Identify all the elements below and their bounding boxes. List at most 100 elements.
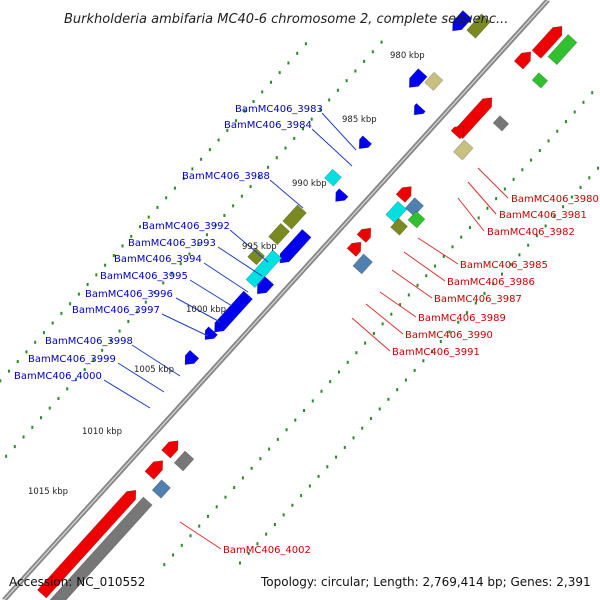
gene-olive[interactable]: [390, 217, 409, 236]
gene-red[interactable]: [346, 238, 365, 257]
guide-dot: [136, 310, 139, 314]
gene-3980[interactable]: [531, 22, 566, 59]
gene-label-3984[interactable]: BamMC406_3984: [224, 120, 312, 131]
gene-cyan[interactable]: [385, 200, 408, 224]
guide-dot: [16, 360, 19, 364]
guide-dot: [34, 340, 37, 344]
callout-line: [457, 197, 485, 232]
gene-red[interactable]: [513, 48, 535, 70]
gene-gray[interactable]: [35, 496, 153, 600]
guide-dot: [457, 320, 460, 324]
gene-olive[interactable]: [268, 222, 291, 246]
guide-dot: [483, 291, 486, 295]
guide-dot: [527, 243, 530, 247]
gene-label-3985[interactable]: BamMC406_3985: [460, 260, 548, 271]
gene-green-small[interactable]: [531, 72, 549, 89]
gene-label-3992[interactable]: BamMC406_3992: [142, 221, 230, 232]
callout-line: [203, 262, 249, 293]
gene-blue[interactable]: [448, 10, 473, 35]
guide-dot: [144, 300, 147, 304]
gene-label-3991[interactable]: BamMC406_3991: [392, 347, 480, 358]
gene-label-3993[interactable]: BamMC406_3993: [128, 238, 216, 249]
gene-green[interactable]: [547, 33, 578, 66]
guide-dot: [273, 523, 276, 527]
gene-red[interactable]: [450, 122, 468, 140]
guide-dot: [434, 264, 437, 268]
gene-label-4002[interactable]: BamMC406_4002: [223, 545, 311, 556]
gene-label-3994[interactable]: BamMC406_3994: [114, 254, 202, 265]
gene-steel[interactable]: [352, 253, 373, 275]
kbp-label: 1000 kbp: [186, 305, 226, 315]
guide-dot: [380, 40, 383, 44]
gene-label-3986[interactable]: BamMC406_3986: [447, 277, 535, 288]
gene-features: [35, 10, 578, 600]
gene-blue[interactable]: [253, 276, 275, 298]
guide-dot: [369, 417, 372, 421]
gene-label-4000[interactable]: BamMC406_4000: [14, 371, 102, 382]
gene-red[interactable]: [36, 486, 140, 599]
gene-steel[interactable]: [151, 479, 171, 499]
guide-dot: [538, 148, 541, 152]
gene-gray[interactable]: [173, 450, 195, 472]
gene-label-3980[interactable]: BamMC406_3980: [511, 194, 599, 205]
gene-blue[interactable]: [405, 68, 428, 92]
callout-line: [477, 167, 509, 199]
guide-dot: [205, 233, 208, 237]
gene-cyan[interactable]: [245, 249, 283, 289]
guide-dot: [562, 205, 565, 209]
gene-label-3982[interactable]: BamMC406_3982: [487, 227, 575, 238]
gene-label-3983[interactable]: BamMC406_3983: [235, 104, 323, 115]
gene-label-3989[interactable]: BamMC406_3989: [418, 313, 506, 324]
gene-khaki[interactable]: [424, 71, 444, 91]
guide-dot: [311, 399, 314, 403]
guide-dot: [355, 351, 358, 355]
callout-line: [379, 291, 417, 318]
gene-red[interactable]: [356, 224, 375, 243]
gene-label-3998[interactable]: BamMC406_3998: [45, 336, 133, 347]
gene-olive[interactable]: [247, 247, 266, 266]
kbp-label: 1015 kbp: [28, 487, 68, 497]
guide-dot: [214, 223, 217, 227]
gene-label-3988[interactable]: BamMC406_3988: [182, 171, 270, 182]
guide-dot: [276, 437, 279, 441]
guide-dot: [486, 206, 489, 210]
guide-dot: [345, 79, 348, 83]
gene-label-3997[interactable]: BamMC406_3997: [72, 305, 160, 316]
guide-dot: [328, 98, 331, 102]
gene-label-3996[interactable]: BamMC406_3996: [85, 289, 173, 300]
kbp-label: 985 kbp: [342, 115, 377, 125]
gene-red[interactable]: [161, 437, 183, 459]
gene-label-3999[interactable]: BamMC406_3999: [28, 354, 116, 365]
gene-steel[interactable]: [404, 197, 424, 217]
gene-green[interactable]: [407, 210, 426, 229]
kbp-labels: 980 kbp 985 kbp 990 kbp 995 kbp 1000 kbp…: [28, 51, 425, 497]
gene-blue[interactable]: [210, 290, 253, 336]
guide-dot: [492, 282, 495, 286]
gene-red[interactable]: [395, 182, 416, 203]
guide-dot: [466, 311, 469, 315]
gene-blue[interactable]: [410, 103, 426, 118]
gene-olive[interactable]: [282, 204, 307, 230]
gene-cyan[interactable]: [324, 168, 342, 187]
gene-blue[interactable]: [355, 135, 373, 153]
gene-khaki[interactable]: [453, 139, 474, 161]
guide-dot: [265, 532, 268, 536]
gene-label-3990[interactable]: BamMC406_3990: [405, 330, 493, 341]
guide-dot: [336, 88, 339, 92]
gene-label-3987[interactable]: BamMC406_3987: [434, 294, 522, 305]
callout-line: [365, 303, 404, 335]
guide-dot: [294, 418, 297, 422]
gene-olive[interactable]: [466, 13, 491, 39]
guide-dot: [182, 177, 185, 181]
gene-label-3981[interactable]: BamMC406_3981: [499, 210, 587, 221]
guide-dot: [282, 513, 285, 517]
gene-label-3995[interactable]: BamMC406_3995: [100, 271, 188, 282]
gene-blue[interactable]: [181, 349, 200, 368]
guide-dot: [83, 368, 86, 372]
guide-dot: [156, 205, 159, 209]
gene-red[interactable]: [144, 457, 167, 480]
gene-gray[interactable]: [492, 115, 510, 132]
guide-dot: [335, 455, 338, 459]
guide-dot: [259, 457, 262, 461]
gene-blue[interactable]: [331, 188, 349, 206]
